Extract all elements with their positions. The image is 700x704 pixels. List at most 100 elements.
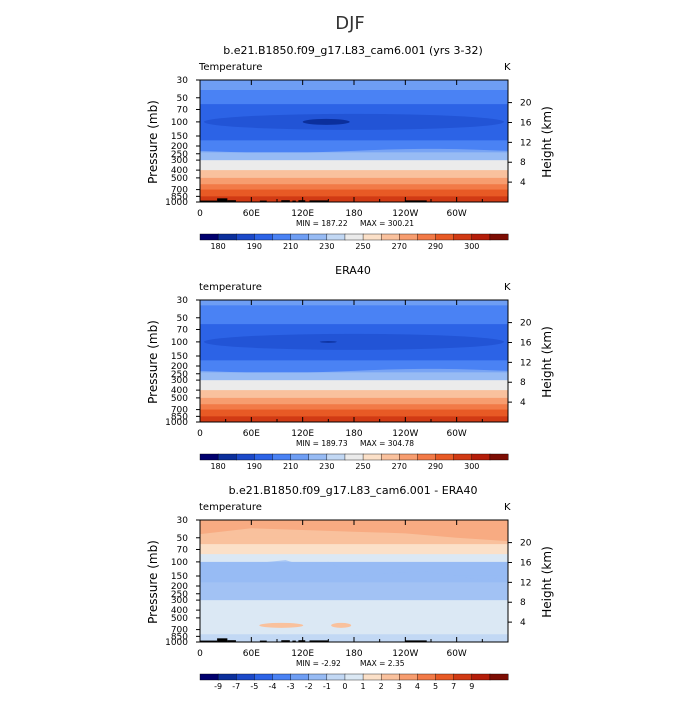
panel-2-min: MIN = 189.73 [296,439,348,448]
panel-1-colorbar-label: 210 [283,242,298,251]
panel-1-colorbar-cell [435,233,455,241]
panel-2-max: MAX = 304.78 [360,439,414,448]
panel-1-y-tick-label: 200 [171,142,188,152]
panel-1-y-tick-label: 500 [171,174,188,184]
panel-3-contour-band [200,537,508,545]
panel-2-y-tick-label: 850 [171,412,188,422]
panel-3-y-right-tick-label: 16 [520,558,532,568]
panel-3-y-tick-label: 200 [171,582,188,592]
panel-2-colorbar-label: 250 [355,462,370,471]
panel-3-contour-band [200,544,508,555]
main-title: DJF [335,13,365,34]
panel-1-plot-area [200,80,508,202]
panel-3-max: MAX = 2.35 [360,659,405,668]
panel-3-colorbar-label: -4 [268,682,276,691]
panel-1-colorbar-cell [254,233,273,241]
panel-1-colorbar-label: 270 [392,242,407,251]
panel-3-title: b.e21.B1850.f09_g17.L83_cam6.001 - ERA40 [229,484,478,497]
panel-1-y-tick-label: 1000 [165,198,188,208]
panel-3-y-right-tick-label: 4 [520,618,526,628]
panel-3-y-right-tick-label: 12 [520,578,531,588]
panel-1-colorbar-cell [290,233,310,241]
panel-3-colorbar-label: -1 [323,682,331,691]
panel-2-colorbar-cell [399,453,418,461]
panel-1-colorbar-cell [236,233,255,241]
panel-1-x-tick-label: 120W [392,209,418,219]
panel-1-y-tick-label: 250 [171,150,188,160]
panel-2-y-tick-label: 200 [171,362,188,372]
panel-3-colorbar-label: 1 [361,682,366,691]
panel-3-colorbar-cell [344,673,364,681]
panel-3-colorbar-cell [417,673,437,681]
panel-2-min-region [319,341,337,343]
panel-3-colorbar-cell [326,673,346,681]
panel-3-colorbar-cell [489,673,509,681]
panel-1-colorbar-cell [399,233,418,241]
panel-3-x-tick-label: 120E [291,649,314,659]
panel-1-y-tick-label: 400 [171,166,188,176]
panel-3-y-tick-label: 850 [171,632,188,642]
panel-3-topography [405,640,427,642]
panel-1-colorbar-label: 300 [464,242,479,251]
panel-1-ylabel-right: Height (km) [540,106,554,177]
panel-3-topography [292,640,296,642]
panel-3-ylabel-right: Height (km) [540,546,554,617]
panel-3-colorbar-label: -3 [287,682,295,691]
panel-3-contour-band [200,554,508,563]
chart-marks: 0 60E 120E 180 120W 60W3050701001502002503004… [165,76,532,691]
panel-1-units: K [504,62,511,73]
panel-2-colorbar-cell [362,453,382,461]
panel-1-max: MAX = 300.21 [360,219,414,228]
panel-3-colorbar-cell [290,673,310,681]
panel-1-colorbar-cell [453,233,473,241]
panel-3-x-tick-label: 180 [345,649,362,659]
panel-1-y-tick-label: 700 [171,186,188,196]
panel-2-plot-area [200,300,508,422]
panel-1-colorbar-cell [417,233,437,241]
panel-2-ylabel-right: Height (km) [540,326,554,397]
panel-1-ylabel: Pressure (mb) [146,100,160,184]
panel-2-y-right-tick-label: 8 [520,378,526,388]
panel-2-colorbar-label: 290 [428,462,443,471]
panel-1-topography [292,200,296,202]
panel-1-y-tick-label: 850 [171,192,188,202]
panel-3-colorbar-cell [471,673,491,681]
panel-3-topography [309,640,329,642]
panel-3-topography [281,640,290,642]
panel-1-y-right-tick-label: 12 [520,138,531,148]
panel-3-colorbar-label: 3 [397,682,402,691]
panel-3-plot-area [200,520,508,642]
panel-3-y-tick-label: 150 [171,572,188,582]
panel-2-colorbar-cell [471,453,491,461]
panel-2-y-tick-label: 50 [177,314,189,324]
panel-3-topography [259,640,267,642]
panel-1-min: MIN = 187.22 [296,219,348,228]
panel-1-y-right-tick-label: 4 [520,178,526,188]
panel-2-x-tick-label: 120W [392,429,418,439]
panel-2-y-tick-label: 250 [171,370,188,380]
panel-3-colorbar-cell [254,673,273,681]
panel-3-contour-patch [331,622,352,628]
panel-3-colorbar-cell [236,673,255,681]
panel-2-contour-band [200,305,508,325]
panel-1-x-tick-label: 60W [446,209,466,219]
panel-1-contour-band [200,189,508,197]
panel-3-colorbar-label: 5 [433,682,438,691]
panel-1-colorbar-label: 290 [428,242,443,251]
panel-3-contour-warm [200,520,508,542]
panel-2-colorbar-label: 270 [392,462,407,471]
panel-3-colorbar-label: -7 [232,682,240,691]
panel-2-x-tick-label: 180 [345,429,362,439]
panel-1-y-right-tick-label: 16 [520,118,532,128]
panel-1-variable: Temperature [198,62,262,73]
panel-2-colorbar-label: 230 [319,462,334,471]
panel-2-colorbar-cell [417,453,437,461]
panel-3-x-tick-label: 60W [446,649,466,659]
panel-3-x-tick-label: 120W [392,649,418,659]
panel-2-contour-band [200,380,508,391]
panel-2-y-right-tick-label: 12 [520,358,531,368]
panel-2-colorbar-cell [199,453,219,461]
panel-1-y-tick-label: 100 [171,118,188,128]
panel-3-y-tick-label: 100 [171,558,188,568]
panel-1-contour-band [200,170,508,179]
